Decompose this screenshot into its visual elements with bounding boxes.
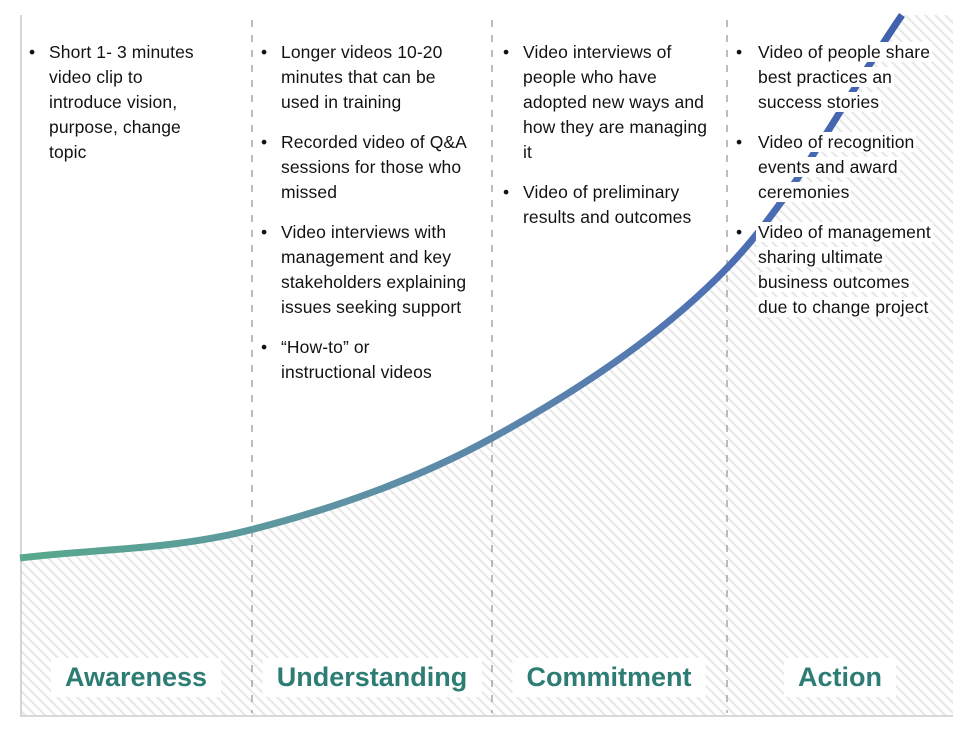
bullet-list: • Longer videos 10-20 minutes that can be… (260, 40, 468, 385)
bullet-text: Video interviews of people who have adop… (523, 42, 708, 162)
bullet-icon: • (261, 222, 268, 242)
stage-label-action: Action (784, 658, 896, 697)
stage-label-understanding: Understanding (262, 658, 482, 697)
bullet-text: Short 1- 3 minutes video clip to introdu… (49, 42, 194, 162)
bullet-icon: • (29, 42, 36, 62)
stage-label-awareness: Awareness (50, 658, 222, 697)
bullet-text: Longer videos 10-20 minutes that can be … (281, 42, 443, 112)
bullet-text: Video interviews with management and key… (281, 222, 467, 317)
stage-label-commitment: Commitment (512, 658, 706, 697)
under-curve-hatch-area (20, 15, 953, 715)
bullet-icon: • (736, 222, 743, 242)
bullet-text: Recorded video of Q&A sessions for those… (281, 132, 466, 202)
bullet-icon: • (503, 42, 510, 62)
bullet-item: • Video of preliminary results and outcom… (502, 180, 710, 230)
bullet-list: • Video interviews of people who have ado… (502, 40, 710, 230)
bullet-item: • Video of people share best practices an… (735, 40, 935, 115)
bullet-item: • Video interviews with management and ke… (260, 220, 468, 320)
bullet-list: • Video of people share best practices an… (735, 40, 935, 320)
bullet-icon: • (261, 132, 268, 152)
column-awareness: • Short 1- 3 minutes video clip to introd… (28, 40, 220, 180)
bullet-item: • Longer videos 10-20 minutes that can be… (260, 40, 468, 115)
bullet-icon: • (736, 132, 743, 152)
bullet-icon: • (261, 42, 268, 62)
bullet-item: • Video interviews of people who have ado… (502, 40, 710, 165)
bullet-text: Video of people share best practices an … (756, 42, 933, 112)
bullet-item: • Video of recognition events and award c… (735, 130, 935, 205)
bullet-item: • Recorded video of Q&A sessions for thos… (260, 130, 468, 205)
bullet-text: Video of management sharing ultimate bus… (756, 222, 933, 317)
bullet-text: Video of recognition events and award ce… (756, 132, 917, 202)
bullet-icon: • (736, 42, 743, 62)
column-understanding: • Longer videos 10-20 minutes that can be… (260, 40, 468, 400)
bullet-text: Video of preliminary results and outcome… (523, 182, 692, 227)
bullet-icon: • (261, 337, 268, 357)
bullet-list: • Short 1- 3 minutes video clip to introd… (28, 40, 220, 165)
bullet-text: “How-to” or instructional videos (281, 337, 432, 382)
column-action: • Video of people share best practices an… (735, 40, 935, 335)
bullet-item: • Video of management sharing ultimate bu… (735, 220, 935, 320)
column-commitment: • Video interviews of people who have ado… (502, 40, 710, 245)
bullet-item: • “How-to” or instructional videos (260, 335, 468, 385)
bullet-item: • Short 1- 3 minutes video clip to introd… (28, 40, 220, 165)
bullet-icon: • (503, 182, 510, 202)
